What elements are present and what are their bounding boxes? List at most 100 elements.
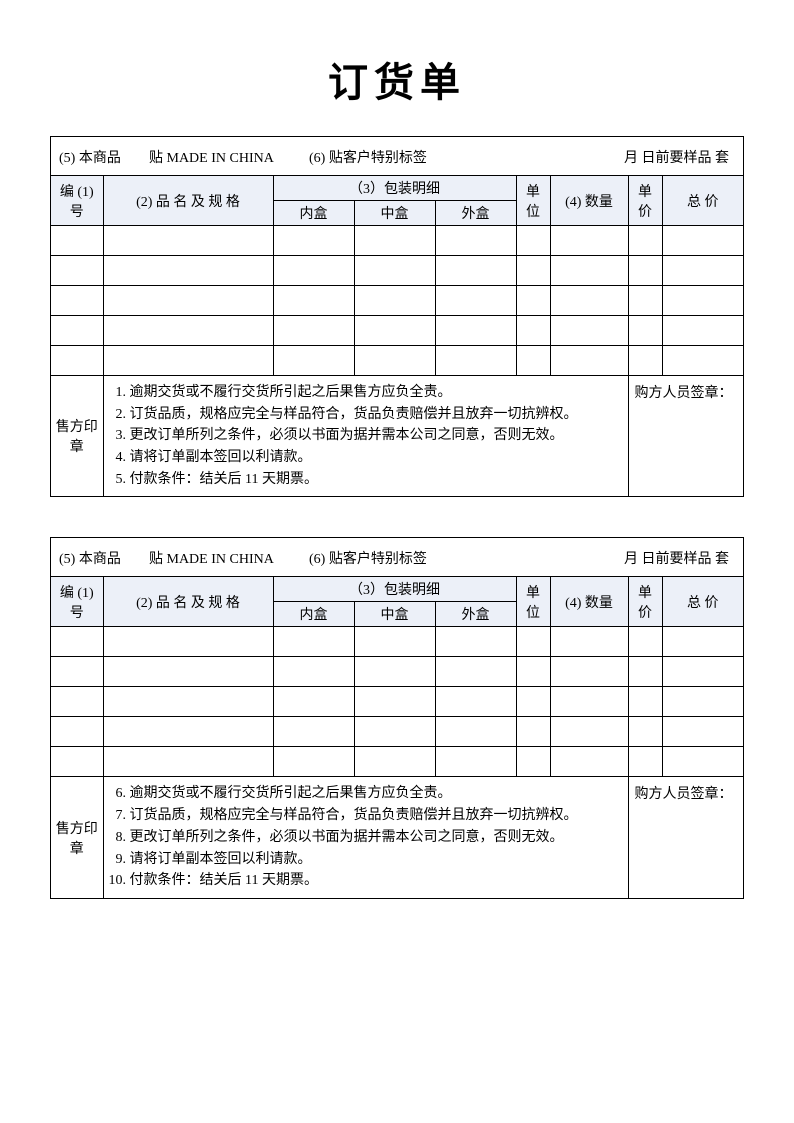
cell: [103, 717, 273, 747]
order-table: 编 (1) 号 (2) 品 名 及 规 格 （3）包装明细 单位 (4) 数量 …: [51, 576, 743, 897]
cell: [273, 657, 354, 687]
cell: [435, 226, 516, 256]
order-table: 编 (1) 号 (2) 品 名 及 规 格 （3）包装明细 单位 (4) 数量 …: [51, 175, 743, 496]
cell: [516, 286, 550, 316]
top-info-row: (5) 本商品 贴 MADE IN CHINA (6) 贴客户特别标签 月 日前…: [51, 538, 743, 576]
cell: [51, 717, 103, 747]
terms-cell: 逾期交货或不履行交货所引起之后果售方应负全责。订货品质，规格应完全与样品符合，货…: [103, 777, 628, 898]
cell: [628, 747, 662, 777]
cell: [550, 717, 628, 747]
cell: [51, 286, 103, 316]
seller-seal-cell: 售方印章: [51, 777, 103, 898]
cell: [550, 687, 628, 717]
cell: [435, 627, 516, 657]
cell: [354, 226, 435, 256]
cell: [550, 657, 628, 687]
cell: [103, 657, 273, 687]
cell: [354, 256, 435, 286]
top-seg-madein: 贴 MADE IN CHINA: [149, 147, 309, 167]
terms-item: 更改订单所列之条件，必须以书面为据并需本公司之同意，否则无效。: [130, 425, 620, 447]
cell: [103, 256, 273, 286]
cell: [51, 316, 103, 346]
cell: [550, 256, 628, 286]
hdr-qty: (4) 数量: [550, 176, 628, 226]
hdr-pack-mid: 中盒: [354, 201, 435, 226]
hdr-unit: 单位: [516, 577, 550, 627]
cell: [354, 687, 435, 717]
hdr-id: 编 (1) 号: [51, 577, 103, 627]
cell: [273, 627, 354, 657]
order-block-2: (5) 本商品 贴 MADE IN CHINA (6) 贴客户特别标签 月 日前…: [50, 537, 744, 898]
cell: [662, 627, 743, 657]
cell: [435, 687, 516, 717]
cell: [516, 717, 550, 747]
cell: [662, 286, 743, 316]
order-block-1: (5) 本商品 贴 MADE IN CHINA (6) 贴客户特别标签 月 日前…: [50, 136, 744, 497]
cell: [354, 346, 435, 376]
cell: [516, 627, 550, 657]
cell: [51, 687, 103, 717]
cell: [628, 346, 662, 376]
cell: [550, 747, 628, 777]
cell: [662, 717, 743, 747]
cell: [516, 316, 550, 346]
terms-item: 逾期交货或不履行交货所引起之后果售方应负全责。: [130, 382, 620, 404]
terms-item: 订货品质，规格应完全与样品符合，货品负责赔偿并且放弃一切抗辨权。: [130, 404, 620, 426]
cell: [628, 316, 662, 346]
cell: [103, 316, 273, 346]
cell: [354, 747, 435, 777]
cell: [628, 657, 662, 687]
cell: [662, 346, 743, 376]
buyer-sign-cell: 购方人员签章：: [628, 376, 743, 497]
cell: [516, 226, 550, 256]
hdr-price: 单价: [628, 577, 662, 627]
hdr-id: 编 (1) 号: [51, 176, 103, 226]
hdr-packing: （3）包装明细: [273, 577, 516, 602]
hdr-pack-outer: 外盒: [435, 602, 516, 627]
seller-seal-cell: 售方印章: [51, 376, 103, 497]
cell: [516, 657, 550, 687]
cell: [103, 687, 273, 717]
hdr-name: (2) 品 名 及 规 格: [103, 176, 273, 226]
hdr-pack-inner: 内盒: [273, 201, 354, 226]
cell: [103, 346, 273, 376]
cell: [273, 226, 354, 256]
cell: [516, 687, 550, 717]
top-seg-product: (5) 本商品: [59, 147, 149, 167]
hdr-packing: （3）包装明细: [273, 176, 516, 201]
cell: [662, 687, 743, 717]
cell: [662, 657, 743, 687]
cell: [103, 286, 273, 316]
cell: [516, 747, 550, 777]
cell: [354, 316, 435, 346]
cell: [273, 316, 354, 346]
terms-item: 请将订单副本签回以利请款。: [130, 849, 620, 871]
cell: [662, 316, 743, 346]
cell: [273, 256, 354, 286]
cell: [628, 627, 662, 657]
cell: [516, 256, 550, 286]
cell: [550, 286, 628, 316]
cell: [273, 286, 354, 316]
cell: [51, 657, 103, 687]
top-seg-sample: 月 日前要样品 套: [479, 548, 735, 568]
cell: [550, 226, 628, 256]
cell: [662, 256, 743, 286]
top-seg-customer-label: (6) 贴客户特别标签: [309, 147, 479, 167]
cell: [435, 717, 516, 747]
cell: [354, 627, 435, 657]
hdr-total: 总 价: [662, 577, 743, 627]
cell: [550, 627, 628, 657]
cell: [435, 256, 516, 286]
cell: [51, 346, 103, 376]
top-seg-product: (5) 本商品: [59, 548, 149, 568]
terms-item: 付款条件：结关后 11 天期票。: [130, 469, 620, 491]
cell: [51, 256, 103, 286]
cell: [354, 286, 435, 316]
cell: [628, 717, 662, 747]
cell: [435, 346, 516, 376]
cell: [662, 226, 743, 256]
cell: [550, 316, 628, 346]
hdr-price: 单价: [628, 176, 662, 226]
hdr-name: (2) 品 名 及 规 格: [103, 577, 273, 627]
